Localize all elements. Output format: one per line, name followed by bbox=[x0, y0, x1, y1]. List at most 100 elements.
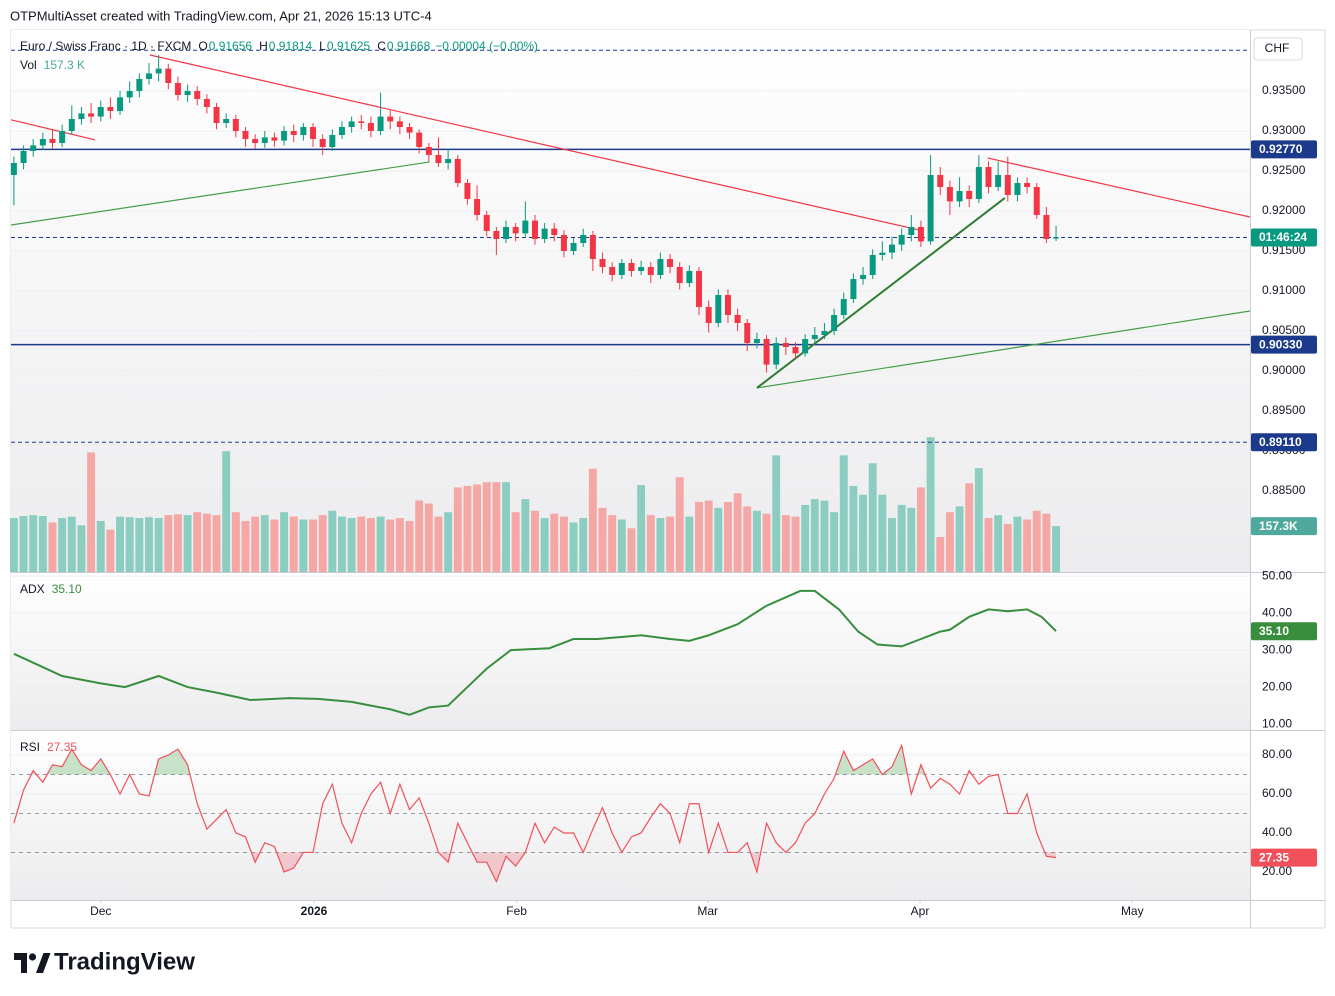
volume-bar bbox=[511, 512, 520, 572]
y-tick-label: 30.00 bbox=[1262, 642, 1292, 656]
candle-body bbox=[696, 271, 703, 307]
volume-bar bbox=[145, 517, 153, 572]
volume-bar bbox=[936, 537, 945, 572]
volume-bar bbox=[608, 515, 617, 572]
axis-label: 0.92770 bbox=[1259, 142, 1303, 156]
y-tick-label: 0.88500 bbox=[1262, 483, 1306, 497]
candle-body bbox=[802, 339, 809, 354]
candle-body bbox=[966, 191, 973, 199]
volume-bar bbox=[67, 516, 76, 572]
volume-bar bbox=[87, 452, 96, 572]
axis-label: 27.35 bbox=[1259, 850, 1289, 864]
candle-body bbox=[203, 99, 210, 107]
candle-body bbox=[387, 116, 394, 122]
volume-bar bbox=[453, 487, 462, 572]
candle-body bbox=[753, 339, 760, 343]
x-tick-label: Apr bbox=[911, 904, 930, 918]
candle-body bbox=[88, 113, 95, 117]
axis-label-box bbox=[1251, 335, 1317, 354]
volume-bar bbox=[125, 517, 134, 572]
legend-item: Vol bbox=[20, 58, 37, 72]
candle-body bbox=[396, 121, 403, 127]
candle-body bbox=[174, 83, 181, 95]
candle-body bbox=[59, 131, 66, 143]
y-tick-label: 40.00 bbox=[1262, 605, 1292, 619]
legend-item: 0.91668 bbox=[387, 39, 431, 53]
candle-body bbox=[117, 97, 124, 111]
candle-body bbox=[609, 267, 616, 275]
volume-bar bbox=[222, 451, 231, 572]
volume-bar bbox=[231, 512, 240, 572]
y-tick-label: 20.00 bbox=[1262, 679, 1292, 693]
candle-body bbox=[136, 79, 143, 91]
candle-body bbox=[1033, 187, 1040, 215]
volume-bar bbox=[579, 518, 588, 572]
axis-label-box bbox=[1251, 433, 1317, 452]
volume-bar bbox=[859, 494, 868, 572]
candle-body bbox=[985, 167, 992, 187]
volume-bar bbox=[270, 519, 279, 572]
candle-body bbox=[763, 339, 770, 365]
candle-body bbox=[570, 243, 577, 251]
volume-bar bbox=[907, 507, 916, 572]
volume-bar bbox=[965, 483, 974, 572]
volume-bar bbox=[376, 516, 385, 572]
legend-item: C bbox=[377, 39, 386, 53]
candle-body bbox=[734, 315, 741, 323]
candle-body bbox=[107, 107, 114, 111]
volume-bar bbox=[704, 500, 713, 572]
candle-body bbox=[551, 228, 558, 235]
candle-body bbox=[155, 68, 162, 74]
candle-body bbox=[20, 151, 27, 163]
volume-bar bbox=[646, 515, 655, 572]
candle-body bbox=[580, 235, 587, 243]
candle-body bbox=[821, 331, 828, 335]
candle-body bbox=[483, 215, 490, 231]
x-tick-label: Feb bbox=[506, 904, 527, 918]
candle-body bbox=[715, 295, 722, 323]
adx-line bbox=[13, 589, 1057, 716]
candle-body bbox=[647, 267, 654, 275]
candle-body bbox=[261, 137, 268, 143]
candle-body bbox=[531, 220, 538, 239]
candle-body bbox=[560, 235, 567, 251]
trendline bbox=[149, 54, 921, 231]
y-tick-label: 20.00 bbox=[1262, 864, 1292, 878]
legend-item: 0.91656 bbox=[209, 39, 253, 53]
legend-item: 27.35 bbox=[47, 740, 77, 754]
y-tick-label: 0.93500 bbox=[1262, 83, 1306, 97]
volume-bar bbox=[473, 484, 482, 572]
legend-item: −0.00004 (−0.00%) bbox=[435, 39, 538, 53]
volume-bar bbox=[801, 504, 810, 572]
y-tick-label: 0.91000 bbox=[1262, 283, 1306, 297]
legend: Vol 157.3 K bbox=[20, 58, 85, 72]
logo-mark bbox=[28, 953, 37, 961]
volume-bar bbox=[743, 506, 752, 572]
legend-item: L bbox=[319, 39, 326, 53]
candle-body bbox=[927, 175, 934, 242]
attribution: OTPMultiAsset created with TradingView.c… bbox=[10, 8, 432, 23]
volume-bar bbox=[366, 518, 375, 572]
volume-bar bbox=[617, 519, 626, 572]
volume-bar bbox=[386, 519, 395, 572]
volume-bar bbox=[994, 515, 1003, 572]
volume-bar bbox=[897, 504, 906, 572]
volume-bar bbox=[241, 520, 250, 572]
candle-body bbox=[850, 279, 857, 299]
legend: RSI 27.35 bbox=[20, 740, 77, 754]
legend: Euro / Swiss Franc · 1D · FXCM O0.91656 H0… bbox=[20, 39, 538, 53]
legend-item: H bbox=[259, 39, 268, 53]
currency: CHF bbox=[1265, 41, 1290, 55]
volume-bar bbox=[318, 515, 327, 572]
candle-body bbox=[348, 121, 355, 127]
volume-bar bbox=[1013, 516, 1022, 572]
volume-bar bbox=[724, 502, 732, 572]
y-tick-label: 0.91500 bbox=[1262, 243, 1306, 257]
trendline bbox=[756, 310, 1250, 389]
volume-bar bbox=[714, 507, 723, 572]
candle-body bbox=[995, 175, 1002, 187]
candle-body bbox=[1024, 183, 1031, 187]
candle-body bbox=[937, 175, 944, 187]
volume-bar bbox=[202, 513, 211, 572]
